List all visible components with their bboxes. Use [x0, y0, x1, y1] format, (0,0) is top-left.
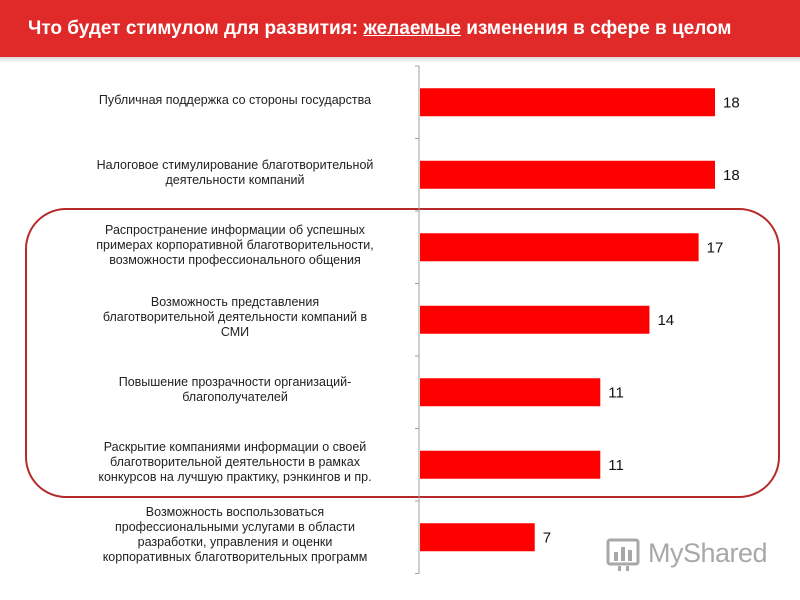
category-label-3: Возможность представления благотворительн…	[102, 295, 368, 340]
title-bar: Что будет стимулом для развития: желаемы…	[0, 0, 800, 57]
category-label-1: Налоговое стимулирование благотворительн…	[96, 157, 374, 187]
data-label-4: 11	[608, 384, 624, 401]
category-label-6: Возможность воспользоваться профессиональ…	[102, 505, 368, 565]
bar-0	[420, 88, 715, 117]
highlight-frame	[25, 208, 780, 498]
title-emphasis: желаемые	[363, 18, 461, 39]
watermark-text: MyShared	[648, 538, 768, 568]
category-label-5: Раскрытие компаниями информации о своей б…	[98, 440, 372, 485]
bar-1	[420, 160, 715, 189]
bar-5	[420, 450, 601, 479]
title-bar-shadow	[0, 57, 800, 63]
data-label-5: 11	[608, 457, 624, 474]
watermark: MyShared	[606, 536, 776, 576]
data-label-6: 7	[543, 529, 551, 546]
category-label-2: Распространение информации об успешных пр…	[96, 222, 374, 267]
bar-2	[420, 233, 699, 262]
data-label-2: 17	[707, 239, 724, 256]
bar-4	[420, 378, 601, 407]
myshared-logo-icon	[606, 538, 640, 571]
data-label-3: 14	[657, 312, 674, 329]
slide-title: Что будет стимулом для развития: желаемы…	[28, 18, 731, 40]
data-label-1: 18	[723, 167, 740, 184]
category-label-0: Публичная поддержка со стороны государст…	[98, 92, 372, 107]
category-label-4: Повышение прозрачности организаций-благо…	[118, 375, 352, 405]
title-part-1: Что будет стимулом для развития:	[28, 18, 364, 39]
data-label-0: 18	[723, 94, 740, 111]
bar-3	[420, 305, 650, 334]
bar-6	[420, 523, 535, 552]
title-part-2: изменения в сфере в целом	[461, 18, 732, 39]
